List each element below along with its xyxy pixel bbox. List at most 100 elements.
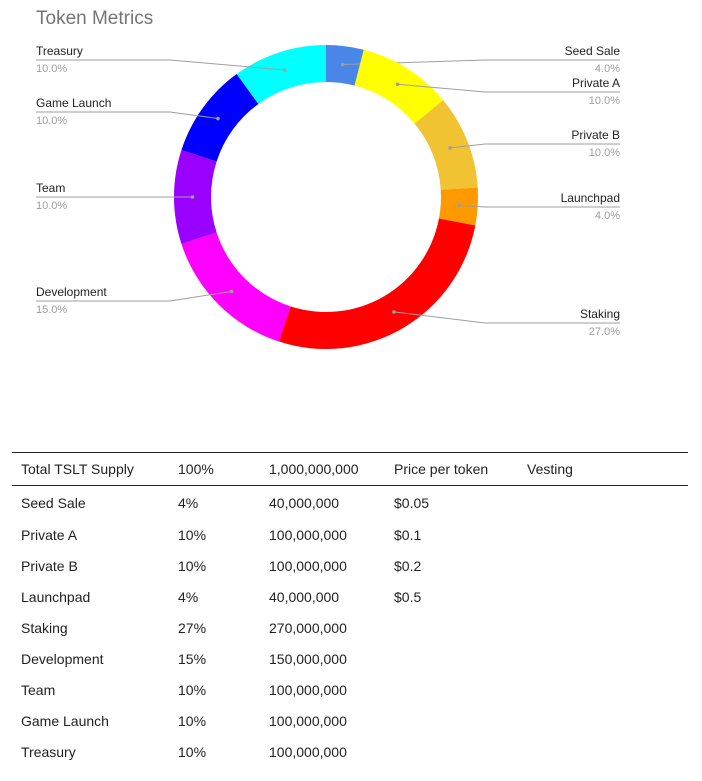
table-cell: 100,000,000 xyxy=(269,527,347,543)
table-cell: 10% xyxy=(178,558,207,574)
table-row: Staking 27% 270,000,000 xyxy=(12,613,688,644)
table-cell: Development xyxy=(21,651,104,667)
leader-dot-team xyxy=(190,195,195,199)
leader-dot-private-a xyxy=(395,82,400,87)
table-cell: 10% xyxy=(178,744,207,760)
table-cell xyxy=(518,520,688,551)
leader-dot-treasury xyxy=(282,68,287,72)
table-cell: Game Launch xyxy=(21,713,109,729)
donut-slice-staking xyxy=(279,218,476,349)
table-cell xyxy=(518,737,688,768)
table-cell xyxy=(385,644,518,675)
table-cell: Private A xyxy=(21,527,78,543)
table-row: Treasury 10% 100,000,000 xyxy=(12,737,688,768)
slice-label-staking: Staking xyxy=(580,307,620,321)
table-cell: Team xyxy=(21,682,56,698)
leader-line-private-b xyxy=(450,143,620,149)
slice-value-game-launch: 10.0% xyxy=(36,115,67,127)
table-cell: 10% xyxy=(178,713,207,729)
table-cell xyxy=(385,675,518,706)
table-cell xyxy=(518,675,688,706)
slice-label-private-b: Private B xyxy=(571,128,620,142)
slice-value-treasury: 10.0% xyxy=(36,63,67,75)
donut-slice-game-launch xyxy=(181,74,259,162)
slice-value-launchpad: 4.0% xyxy=(595,210,620,222)
table-cell xyxy=(385,613,518,644)
leader-dot-staking xyxy=(392,310,396,314)
donut-slice-development xyxy=(181,232,291,342)
leader-line-game-launch xyxy=(36,111,219,120)
leader-dot-private-b xyxy=(448,146,452,150)
table-cell: 15% xyxy=(178,651,207,667)
leader-line-private-a xyxy=(397,83,620,93)
table-cell: 10% xyxy=(178,682,207,698)
table-cell xyxy=(518,613,688,644)
table-cell: $0.1 xyxy=(394,527,422,543)
slice-value-team: 10.0% xyxy=(36,200,67,212)
table-cell: Staking xyxy=(21,620,68,636)
table-cell: 4% xyxy=(178,589,199,605)
header-cell: Price per token xyxy=(394,461,489,477)
header-cell: 100% xyxy=(178,461,214,477)
table-row: Private B 10% 100,000,000 $0.2 xyxy=(12,551,688,582)
table-cell: 100,000,000 xyxy=(269,713,347,729)
table-cell: 10% xyxy=(178,527,207,543)
table-cell: 150,000,000 xyxy=(269,651,347,667)
slice-label-seed-sale: Seed Sale xyxy=(565,44,621,58)
token-metrics-chart: Token Metrics Seed Sale 4.0% Private A 10.0… xyxy=(36,8,621,349)
table-cell: 4% xyxy=(178,494,199,511)
table-cell xyxy=(518,706,688,737)
donut-slice-private-b xyxy=(414,100,478,190)
table-cell: Launchpad xyxy=(21,589,91,605)
table-cell: Seed Sale xyxy=(21,494,86,511)
table-header-row: Total TSLT Supply 100% 1,000,000,000 Pri… xyxy=(12,452,688,486)
table-row: Private A 10% 100,000,000 $0.1 xyxy=(12,520,688,551)
slice-label-launchpad: Launchpad xyxy=(561,191,620,205)
table-cell: 270,000,000 xyxy=(269,620,347,636)
slice-label-treasury: Treasury xyxy=(36,44,83,58)
leader-line-development xyxy=(36,290,232,302)
leader-dot-game-launch xyxy=(216,116,220,121)
table-cell xyxy=(518,582,688,613)
donut-slice-seed-sale xyxy=(326,45,364,86)
leader-dot-launchpad xyxy=(457,203,462,208)
table-row: Development 15% 150,000,000 xyxy=(12,644,688,675)
slice-label-development: Development xyxy=(36,285,107,299)
slice-label-team: Team xyxy=(36,181,65,195)
table-cell xyxy=(518,486,688,520)
header-cell: Total TSLT Supply xyxy=(21,461,134,477)
leader-line-staking xyxy=(393,311,620,324)
donut-slice-private-a xyxy=(354,49,444,124)
slice-label-game-launch: Game Launch xyxy=(36,96,111,110)
slice-value-development: 15.0% xyxy=(36,304,67,316)
table-row: Game Launch 10% 100,000,000 xyxy=(12,706,688,737)
donut-slice-treasury xyxy=(236,45,326,104)
table-cell xyxy=(385,706,518,737)
slice-value-staking: 27.0% xyxy=(589,326,620,338)
header-cell: Vesting xyxy=(527,461,573,477)
table-cell xyxy=(518,644,688,675)
table-cell: Treasury xyxy=(21,744,76,760)
header-cell: 1,000,000,000 xyxy=(269,461,359,477)
token-supply-table: Total TSLT Supply 100% 1,000,000,000 Pri… xyxy=(12,452,688,768)
table-cell: 27% xyxy=(178,620,207,636)
table-cell xyxy=(385,737,518,768)
leader-dot-seed-sale xyxy=(340,62,345,67)
table-cell: 100,000,000 xyxy=(269,744,347,760)
table-row: Launchpad 4% 40,000,000 $0.5 xyxy=(12,582,688,613)
table-cell: 100,000,000 xyxy=(269,558,347,574)
leader-line-launchpad xyxy=(459,204,620,208)
table-cell: 40,000,000 xyxy=(269,589,340,605)
slice-value-private-a: 10.0% xyxy=(589,95,620,107)
table-cell: $0.2 xyxy=(394,558,422,574)
table-row: Seed Sale 4% 40,000,000 $0.05 xyxy=(12,486,688,520)
table-cell: 100,000,000 xyxy=(269,682,347,698)
slice-value-private-b: 10.0% xyxy=(589,147,620,159)
leader-dot-development xyxy=(229,289,234,294)
slice-value-seed-sale: 4.0% xyxy=(595,63,620,75)
table-cell: $0.05 xyxy=(394,494,430,511)
slice-label-private-a: Private A xyxy=(572,76,620,90)
table-cell: 40,000,000 xyxy=(269,494,340,511)
table-cell: $0.5 xyxy=(394,589,422,605)
